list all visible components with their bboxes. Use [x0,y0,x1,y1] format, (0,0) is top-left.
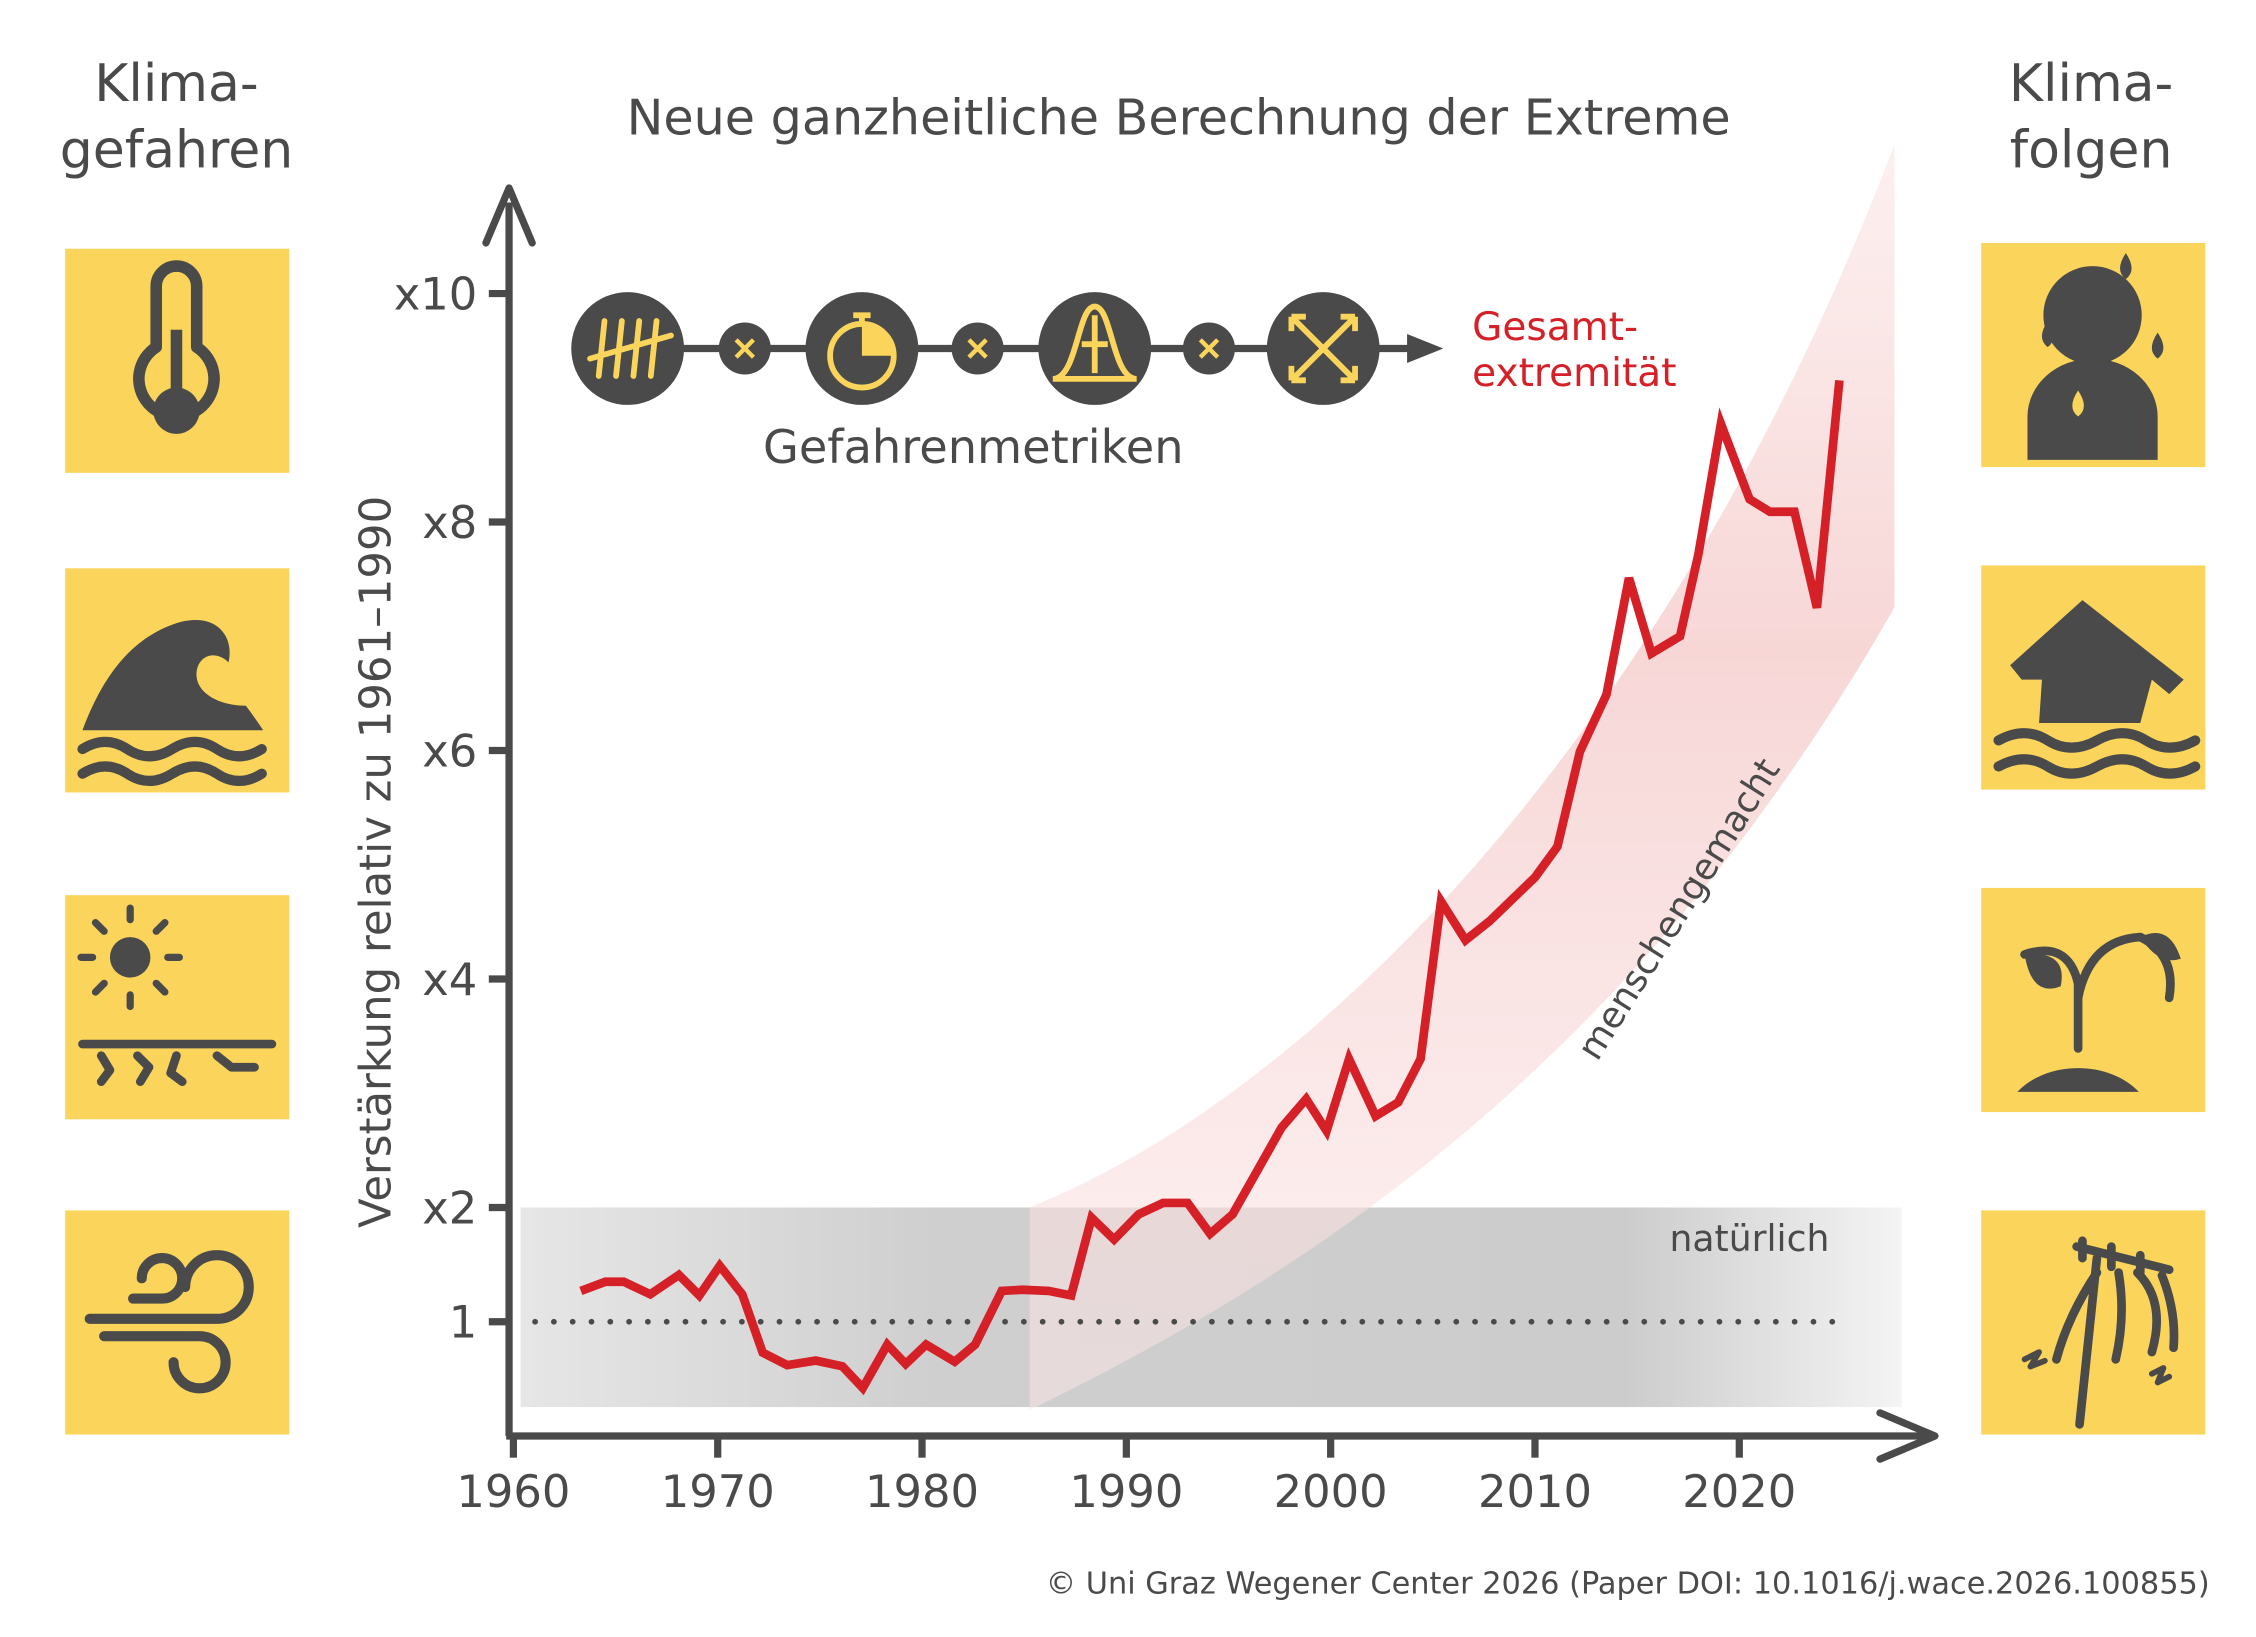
x-tick-label: 1970 [661,1465,775,1518]
icon-wind [65,1210,290,1435]
x-tick-label: 2000 [1274,1465,1388,1518]
icon-heat [65,248,290,473]
axes [482,184,1939,1463]
human-band [1029,144,1895,1410]
result-label: Gesamt- [1472,305,1638,350]
icon-house-flood [1981,565,2206,790]
x-tick-label: 2010 [1478,1465,1592,1518]
x-tick-label: 2020 [1682,1465,1796,1518]
result-label: extremität [1472,351,1676,396]
x-tick-label: 1980 [865,1465,979,1518]
y-tick-label: x8 [422,496,477,549]
right-title: Klima- [2009,54,2173,114]
x-tick-label: 1960 [456,1465,570,1518]
y-tick-label: x4 [422,953,477,1006]
y-tick-label: x10 [394,267,478,320]
data-line [579,379,1844,1396]
icon-flood [65,568,290,793]
y-axis-label: Verstärkung relativ zu 1961–1990 [351,496,401,1228]
left-title: Klima- [94,54,258,114]
right-title: folgen [2010,121,2173,181]
icon-wilting-plant [1981,887,2206,1113]
y-tick-label: x6 [422,724,477,777]
metrics-diagram [571,292,1444,405]
natural-label: natürlich [1670,1217,1830,1260]
icon-storm-damage [1981,1210,2206,1435]
metrics-label: Gefahrenmetriken [763,420,1184,474]
icon-heat-stress [1981,242,2206,468]
chart-title: Neue ganzheitliche Berechnung der Extrem… [627,88,1731,146]
y-tick-label: x2 [422,1181,477,1234]
icon-drought [65,895,290,1120]
credit: © Uni Graz Wegener Center 2026 (Paper DO… [1046,1567,2210,1602]
y-tick-label: 1 [449,1296,478,1349]
x-tick-label: 1990 [1069,1465,1183,1518]
left-title: gefahren [60,121,294,181]
